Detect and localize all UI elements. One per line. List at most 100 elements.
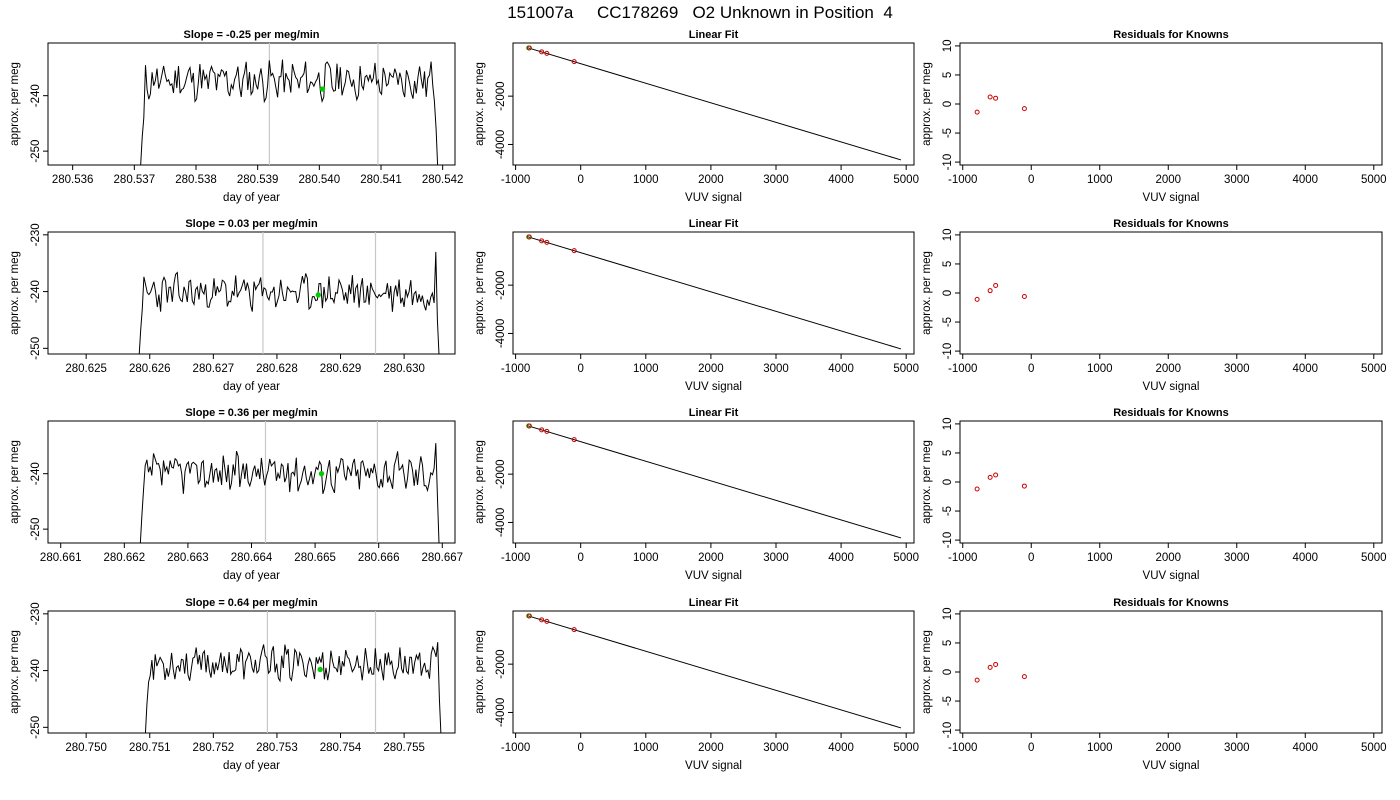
x-tick-label: 280.630 — [383, 363, 425, 375]
x-tick-label: 0 — [577, 174, 583, 186]
y-axis-label: approx. per meg — [9, 62, 21, 146]
y-tick-label: -10 — [942, 722, 954, 739]
y-tick-label: 0 — [942, 479, 954, 485]
x-tick-label: 1000 — [633, 552, 659, 564]
x-tick-label: 280.750 — [65, 742, 107, 754]
x-tick-label: 0 — [1028, 552, 1034, 564]
plot-area — [526, 613, 902, 729]
signal-trace — [140, 59, 439, 165]
x-tick-label: -1000 — [948, 363, 977, 375]
x-tick-label: -1000 — [501, 174, 530, 186]
known-point — [987, 664, 993, 670]
x-tick-label: 280.752 — [193, 742, 235, 754]
known-point — [993, 661, 999, 667]
x-tick-label: 3000 — [1224, 742, 1250, 754]
y-tick-label: -2000 — [495, 649, 507, 678]
x-tick-label: 280.666 — [358, 552, 400, 564]
x-tick-label: 1000 — [1087, 552, 1113, 564]
plot-area — [140, 43, 439, 165]
known-point — [987, 94, 993, 100]
unknown-marker — [317, 666, 323, 673]
panel-linear-fit-row4: Linear Fit -1000 0 1000 2000 3000 4000 5000 -200… — [474, 597, 919, 772]
known-point — [544, 618, 550, 624]
x-tick-label: 5000 — [893, 363, 919, 375]
known-point — [539, 238, 545, 244]
x-axis-label: VUV signal — [685, 760, 742, 772]
x-tick-label: 4000 — [1292, 363, 1318, 375]
x-tick-label: 5000 — [893, 742, 919, 754]
y-axis-label: approx. per meg — [921, 62, 933, 146]
plot-area — [974, 282, 1027, 302]
x-tick-label: 3000 — [1224, 363, 1250, 375]
x-tick-label: 280.540 — [299, 174, 341, 186]
x-tick-label: 1000 — [633, 363, 659, 375]
x-tick-label: 280.755 — [383, 742, 425, 754]
panel-title: Linear Fit — [689, 218, 739, 230]
fit-line — [527, 236, 902, 350]
y-tick-label: -240 — [30, 84, 42, 107]
x-tick-label: 2000 — [698, 552, 724, 564]
known-point — [993, 472, 999, 478]
x-axis-label: day of year — [223, 381, 280, 393]
y-tick-label: -230 — [30, 223, 42, 246]
known-point — [1021, 483, 1027, 489]
x-axis-label: VUV signal — [1143, 192, 1200, 204]
x-axis-label: VUV signal — [1143, 381, 1200, 393]
signal-trace — [139, 443, 440, 543]
y-tick-label: 5 — [942, 261, 954, 267]
plot-frame — [512, 42, 915, 166]
x-tick-label: 280.626 — [129, 363, 171, 375]
x-tick-label: 280.665 — [294, 552, 336, 564]
y-tick-label: -240 — [30, 462, 42, 485]
known-point — [974, 486, 980, 492]
plot-frame — [512, 610, 915, 734]
x-tick-label: 5000 — [893, 552, 919, 564]
y-axis-label: approx. per meg — [9, 630, 21, 714]
plot-frame — [959, 610, 1383, 734]
x-tick-label: 280.662 — [104, 552, 146, 564]
panel-timeseries-row3: Slope = 0.36 per meg/min 280.661 280.662 28… — [9, 407, 463, 582]
known-point — [526, 234, 532, 240]
y-tick-label: -2000 — [495, 81, 507, 110]
y-tick-label: 0 — [942, 669, 954, 675]
known-point — [571, 59, 577, 65]
panel-linear-fit-row3: Linear Fit -1000 0 1000 2000 3000 4000 5000 -200… — [474, 407, 919, 582]
known-point — [526, 423, 532, 429]
x-tick-label: 280.661 — [40, 552, 82, 564]
x-tick-label: 280.663 — [167, 552, 209, 564]
x-tick-label: 280.541 — [360, 174, 402, 186]
fit-line — [527, 47, 902, 161]
known-point — [526, 613, 532, 619]
known-point — [1021, 293, 1027, 299]
panel-title: Linear Fit — [689, 597, 739, 609]
panel-timeseries-row2: Slope = 0.03 per meg/min 280.625 280.626 28… — [9, 218, 456, 393]
x-tick-label: 3000 — [763, 742, 789, 754]
x-tick-label: 2000 — [1155, 174, 1181, 186]
x-tick-label: 0 — [1028, 742, 1034, 754]
x-tick-label: 4000 — [828, 552, 854, 564]
x-tick-label: 3000 — [763, 174, 789, 186]
known-point — [1021, 106, 1027, 112]
known-point — [993, 95, 999, 101]
known-point — [539, 49, 545, 55]
x-tick-label: 4000 — [828, 742, 854, 754]
y-tick-label: -240 — [30, 280, 42, 303]
y-tick-label: -250 — [30, 716, 42, 739]
plot-area — [144, 611, 442, 733]
plot-frame — [512, 420, 915, 544]
x-axis-label: VUV signal — [1143, 570, 1200, 582]
y-tick-label: -10 — [942, 343, 954, 360]
known-point — [571, 437, 577, 443]
known-point — [544, 428, 550, 434]
known-point — [544, 50, 550, 56]
known-point — [539, 617, 545, 623]
known-point — [571, 627, 577, 633]
plot-area — [139, 421, 440, 543]
y-tick-label: 0 — [942, 290, 954, 296]
x-tick-label: 280.538 — [175, 174, 217, 186]
x-tick-label: 280.753 — [256, 742, 298, 754]
x-tick-label: -1000 — [948, 552, 977, 564]
plot-area — [974, 661, 1027, 683]
panel-residuals-row2: Residuals for Knowns -1000 0 1000 2000 3000 40… — [921, 218, 1387, 393]
